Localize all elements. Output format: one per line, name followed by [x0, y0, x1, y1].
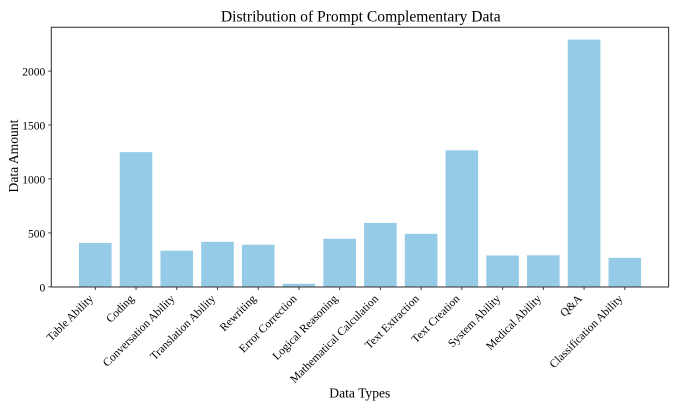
svg-text:2000: 2000 [22, 67, 45, 79]
svg-text:1000: 1000 [22, 175, 45, 187]
svg-text:Data Types: Data Types [329, 386, 390, 401]
svg-text:Distribution of Prompt Complem: Distribution of Prompt Complementary Dat… [221, 9, 501, 26]
svg-text:Rewriting: Rewriting [218, 293, 259, 334]
svg-text:Conversation Ability: Conversation Ability [101, 293, 178, 370]
svg-text:Q&A: Q&A [558, 292, 585, 319]
svg-text:Data Amount: Data Amount [6, 119, 21, 192]
svg-text:Classification Ability: Classification Ability [548, 293, 626, 371]
svg-text:Table Ability: Table Ability [45, 293, 96, 344]
svg-text:0: 0 [39, 282, 45, 294]
svg-text:Coding: Coding [104, 293, 137, 326]
svg-text:1500: 1500 [22, 121, 45, 133]
svg-text:500: 500 [28, 229, 46, 241]
